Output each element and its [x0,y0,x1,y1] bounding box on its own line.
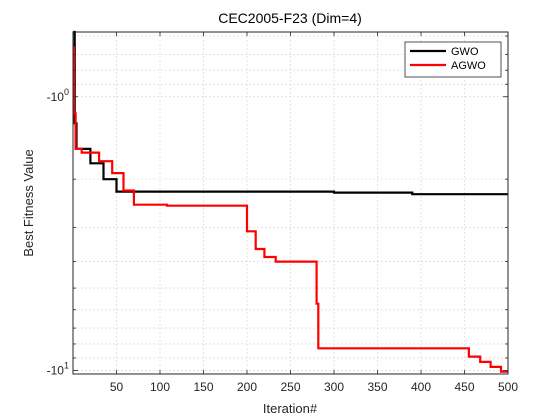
y-tick-label: -101 [47,360,69,377]
grid-lines [73,32,509,374]
x-tick-label: 400 [411,380,431,394]
axis-ticks: 50 100 150 200 250 300 350 400 450 500 -100 -101 [47,32,518,394]
series-lines [72,30,508,373]
series-line-agwo [72,46,508,373]
y-tick-label: -100 [47,87,69,104]
x-tick-label: 50 [110,380,124,394]
x-tick-label: 450 [454,380,474,394]
legend: GWO AGWO [404,41,502,78]
x-axis-label: Iteration# [263,401,318,416]
x-tick-label: 500 [498,380,518,394]
legend-box [404,41,502,78]
y-axis-label: Best Fitness Value [21,149,36,256]
x-tick-label: 300 [324,380,344,394]
x-tick-label: 150 [193,380,213,394]
x-tick-label: 250 [280,380,300,394]
x-tick-label: 350 [367,380,387,394]
legend-label-gwo: GWO [451,46,479,58]
x-tick-label: 200 [237,380,257,394]
x-tick-label: 100 [150,380,170,394]
chart-title: CEC2005-F23 (Dim=4) [218,10,362,26]
plot-area [73,32,508,374]
legend-label-agwo: AGWO [451,60,486,72]
